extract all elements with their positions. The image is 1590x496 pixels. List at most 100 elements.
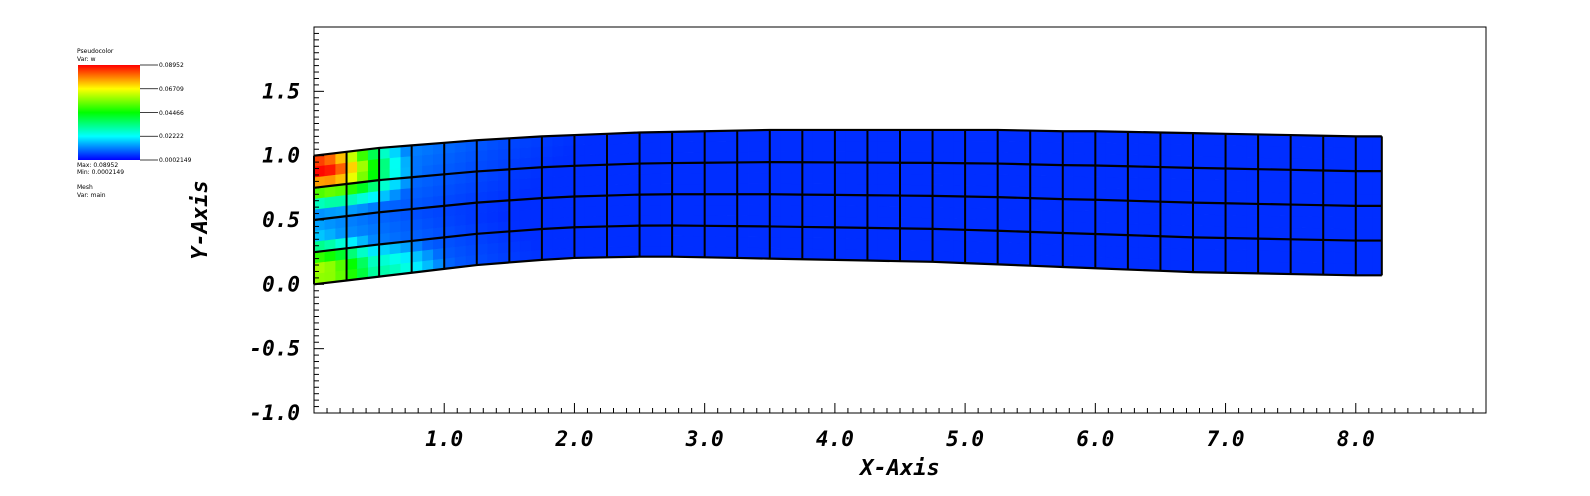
mesh-cell <box>574 165 586 177</box>
x-tick-label: 1.0 <box>425 427 463 451</box>
mesh-cell <box>1225 133 1237 146</box>
mesh-cell <box>921 228 933 241</box>
mesh-cell <box>1312 216 1324 229</box>
mesh-cell <box>606 184 619 196</box>
mesh-cell <box>747 247 760 259</box>
mesh-cell <box>650 204 662 216</box>
mesh-cell <box>509 209 521 222</box>
mesh-cell <box>834 183 847 196</box>
mesh-cell <box>628 183 640 196</box>
mesh-row-line <box>313 160 1382 189</box>
mesh-cell <box>671 245 684 258</box>
mesh-cell <box>1073 153 1085 166</box>
mesh-cell <box>498 179 510 192</box>
mesh-cell <box>867 216 879 229</box>
mesh-cell <box>1203 248 1216 262</box>
mesh-cell <box>888 162 901 174</box>
mesh-cell <box>1355 205 1365 218</box>
mesh-cell <box>682 152 695 164</box>
mesh-cell <box>1160 166 1172 180</box>
y-tick-label: 1.5 <box>262 79 300 103</box>
mesh-cell <box>726 130 738 142</box>
mesh-cell <box>1192 190 1205 204</box>
legend-min: Min: 0.0002149 <box>77 169 124 176</box>
mesh-cell <box>964 207 977 220</box>
mesh-cell <box>1062 221 1074 234</box>
mesh-cell <box>899 238 912 251</box>
mesh-cell <box>867 238 879 251</box>
mesh-cell <box>335 258 347 272</box>
x-tick-label: 7.0 <box>1207 427 1245 451</box>
mesh-cell <box>519 177 532 190</box>
mesh-cell <box>346 193 358 206</box>
mesh-cell <box>1290 262 1302 275</box>
mesh-cell <box>1268 134 1281 147</box>
mesh-cell <box>606 205 619 217</box>
mesh-cell <box>617 225 630 237</box>
mesh-cell <box>639 152 651 164</box>
mesh-cell <box>834 194 847 207</box>
mesh-cell <box>1236 133 1248 147</box>
mesh-cell <box>1073 233 1085 246</box>
mesh-cell <box>1170 178 1183 192</box>
mesh-cell <box>1095 188 1107 201</box>
mesh-cell <box>1236 237 1248 251</box>
mesh-cell <box>1236 191 1248 205</box>
mesh-cell <box>812 215 825 228</box>
mesh-cell <box>693 235 705 248</box>
y-minor-ticks <box>314 26 324 414</box>
mesh-cell <box>888 238 901 251</box>
mesh-cell <box>1312 262 1324 275</box>
mesh-cell <box>997 152 1009 165</box>
colorbar-ticks: 0.08952 0.06709 0.04466 0.02222 0.000214… <box>140 62 192 164</box>
mesh-cell <box>1138 246 1150 260</box>
mesh-cell <box>1290 181 1302 194</box>
mesh-cell <box>346 160 358 174</box>
mesh-cell <box>791 194 803 206</box>
mesh-cell <box>1181 178 1194 192</box>
mesh-cell <box>964 196 977 209</box>
mesh-cell <box>932 217 944 230</box>
mesh-cell <box>606 215 619 227</box>
colorbar-tick-label: 0.08952 <box>159 62 184 69</box>
mesh-cell <box>552 217 564 229</box>
mesh-cell <box>389 188 402 201</box>
mesh-cell <box>1160 235 1172 249</box>
mesh-cell <box>1236 226 1248 239</box>
mesh-cell <box>1301 216 1313 229</box>
mesh-cell <box>660 235 673 247</box>
x-tick-labels: 1.0 2.0 3.0 4.0 5.0 6.0 7.0 8.0 <box>425 427 1374 451</box>
mesh-cell <box>1160 132 1172 145</box>
mesh-cell <box>1084 176 1096 189</box>
mesh-cell <box>563 196 575 208</box>
mesh-cell <box>1127 188 1140 202</box>
mesh-cell <box>1029 130 1042 143</box>
mesh-cell <box>834 140 847 152</box>
mesh-cell <box>975 229 988 242</box>
mesh-cell <box>639 163 651 175</box>
mesh-cell <box>921 195 933 208</box>
legend: Pseudocolor Var: w 0.08952 0.06709 0.044… <box>77 48 192 199</box>
mesh-cell <box>1268 215 1281 228</box>
mesh-cell <box>617 215 630 227</box>
mesh-cell <box>943 250 955 263</box>
mesh-cell <box>1246 238 1259 251</box>
mesh-cell <box>921 184 933 197</box>
mesh-cell <box>997 174 1009 187</box>
mesh-cell <box>1084 244 1096 258</box>
mesh-cell <box>1170 167 1183 180</box>
mesh-cell <box>1344 251 1357 265</box>
mesh-cell <box>1192 248 1205 262</box>
mesh-cell <box>1008 174 1020 187</box>
mesh-cell <box>1019 175 1031 188</box>
mesh-cell <box>1051 232 1064 245</box>
mesh-cell <box>1214 144 1226 158</box>
mesh-cell <box>617 194 630 206</box>
mesh-cell <box>1008 141 1020 154</box>
mesh-cell <box>1290 204 1302 217</box>
mesh-cell <box>997 241 1009 254</box>
mesh-cell <box>1008 242 1020 255</box>
y-tick-label: 1.0 <box>262 144 300 168</box>
mesh-cell <box>1149 212 1161 226</box>
mesh-cell <box>802 129 814 142</box>
